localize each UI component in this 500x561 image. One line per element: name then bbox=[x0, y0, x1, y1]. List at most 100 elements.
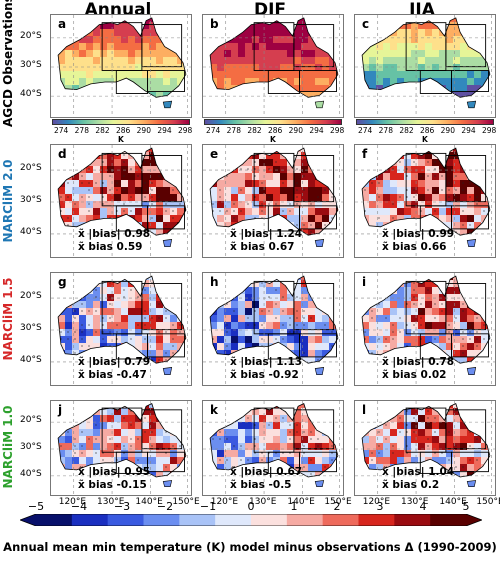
lon-label: 120°E bbox=[210, 497, 239, 507]
map-panel-c: c bbox=[354, 14, 496, 118]
stat-abs-bias-k: x̃ |bias| 0.67 bbox=[230, 466, 303, 478]
coastline bbox=[57, 275, 187, 364]
obs-colorbar-tick: 282 bbox=[247, 126, 262, 135]
obs-colorbar-tick: 286 bbox=[116, 126, 131, 135]
stat-abs-bias-g: x̃ |bias| 0.79 bbox=[78, 356, 151, 368]
stat-abs-bias-l: x̃ |bias| 1.04 bbox=[382, 466, 455, 478]
lon-label: 120°E bbox=[362, 497, 391, 507]
region-box bbox=[299, 70, 337, 92]
tasmania bbox=[162, 480, 173, 487]
region-box bbox=[445, 24, 487, 68]
colorbar-arrow-left bbox=[20, 514, 36, 526]
panel-letter-c: c bbox=[359, 17, 373, 31]
colorbar-bin bbox=[322, 514, 359, 526]
panel-letter-j: j bbox=[55, 403, 66, 417]
colorbar-bin bbox=[107, 514, 144, 526]
map-panel-b: b bbox=[202, 14, 344, 118]
colorbar-tick: −5 bbox=[27, 500, 45, 513]
map-d bbox=[51, 145, 191, 257]
obs-colorbar-tick: 274 bbox=[206, 126, 221, 135]
obs-colorbar-tick: 290 bbox=[440, 126, 455, 135]
obs-colorbar-tick: 278 bbox=[74, 126, 89, 135]
lat-label: 30°S bbox=[20, 195, 42, 205]
coastline bbox=[361, 17, 491, 98]
region-box bbox=[293, 283, 335, 331]
region-box bbox=[147, 70, 185, 92]
stat-bias-f: x̃ bias 0.66 bbox=[382, 241, 447, 253]
lat-label: 40°S bbox=[20, 468, 42, 479]
coastline bbox=[57, 147, 187, 236]
region-box bbox=[445, 155, 487, 203]
coastline bbox=[57, 17, 187, 98]
region-box bbox=[451, 451, 489, 473]
obs-colorbar-tick: 294 bbox=[461, 126, 476, 135]
tasmania bbox=[162, 239, 173, 247]
stat-bias-d: x̃ bias 0.59 bbox=[78, 241, 143, 253]
region-box bbox=[299, 451, 337, 473]
stat-bias-k: x̃ bias -0.5 bbox=[230, 479, 292, 491]
obs-colorbar-tick: 286 bbox=[268, 126, 283, 135]
map-panel-l: l bbox=[354, 400, 496, 496]
lon-label: 150°E bbox=[476, 497, 500, 507]
colorbar-tick: 4 bbox=[419, 500, 427, 513]
obs-colorbar-tick: 278 bbox=[226, 126, 241, 135]
map-j bbox=[51, 401, 191, 495]
lon-label: 130°E bbox=[249, 497, 277, 507]
region-box bbox=[299, 333, 337, 358]
panel-letter-g: g bbox=[55, 275, 70, 289]
colorbar-bin bbox=[215, 514, 252, 526]
stat-abs-bias-f: x̃ |bias| 0.99 bbox=[382, 228, 455, 240]
tasmania bbox=[466, 480, 477, 487]
tasmania bbox=[466, 367, 477, 375]
lat-label: 20°S bbox=[20, 291, 42, 302]
panel-letter-f: f bbox=[359, 147, 371, 161]
colorbar-tick: −2 bbox=[156, 500, 174, 513]
row-label-narclim10: NARCliM 1.0 bbox=[1, 405, 15, 489]
main-colorbar-title: Annual mean min temperature (K) model mi… bbox=[3, 540, 497, 554]
region-box bbox=[293, 24, 335, 68]
map-f bbox=[355, 145, 495, 257]
obs-colorbar-tick: 294 bbox=[157, 126, 172, 135]
map-panel-a: a bbox=[50, 14, 192, 118]
map-panel-j: j bbox=[50, 400, 192, 496]
tasmania bbox=[466, 100, 477, 109]
colorbar-bin bbox=[358, 514, 395, 526]
region-box bbox=[141, 24, 183, 68]
lon-label: 130°E bbox=[401, 497, 429, 507]
region-box bbox=[451, 205, 489, 230]
obs-colorbar-tick: 274 bbox=[358, 126, 373, 135]
lat-label: 30°S bbox=[20, 442, 42, 452]
lat-label: 40°S bbox=[20, 89, 42, 100]
colorbar-bin bbox=[36, 514, 73, 526]
lat-label: 40°S bbox=[20, 354, 42, 365]
tasmania bbox=[466, 239, 477, 247]
tasmania bbox=[162, 367, 173, 375]
map-panel-e: e bbox=[202, 144, 344, 258]
panel-letter-a: a bbox=[55, 17, 70, 31]
map-panel-h: h bbox=[202, 272, 344, 386]
stat-abs-bias-e: x̃ |bias| 1.24 bbox=[230, 228, 303, 240]
lon-label: 150°E bbox=[324, 497, 352, 507]
obs-colorbar-tick: 298 bbox=[178, 126, 193, 135]
colorbar-tick: 0 bbox=[247, 500, 255, 513]
coastline bbox=[57, 403, 187, 478]
map-panel-k: k bbox=[202, 400, 344, 496]
coastline bbox=[209, 403, 339, 478]
panel-letter-i: i bbox=[359, 275, 370, 289]
obs-colorbar-tick: 286 bbox=[420, 126, 435, 135]
map-panel-g: g bbox=[50, 272, 192, 386]
stat-abs-bias-h: x̃ |bias| 1.13 bbox=[230, 356, 303, 368]
coastline bbox=[361, 403, 491, 478]
tasmania bbox=[314, 367, 325, 375]
lon-label: 120°E bbox=[58, 497, 87, 507]
coastline bbox=[209, 147, 339, 236]
region-box bbox=[141, 409, 183, 450]
map-b bbox=[203, 15, 343, 117]
obs-colorbar-b bbox=[204, 119, 342, 125]
region-box bbox=[445, 283, 487, 331]
lat-label: 20°S bbox=[20, 163, 42, 174]
stat-abs-bias-j: x̃ |bias| 0.95 bbox=[78, 466, 151, 478]
map-panel-i: i bbox=[354, 272, 496, 386]
region-box bbox=[451, 333, 489, 358]
obs-colorbar-tick: 278 bbox=[378, 126, 393, 135]
